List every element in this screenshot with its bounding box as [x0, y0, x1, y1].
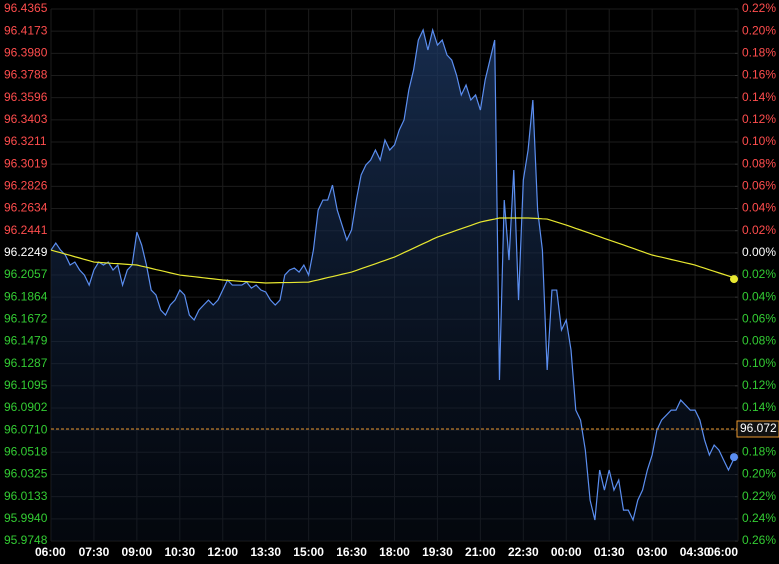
- y2-tick-label: 0.18%: [742, 445, 776, 459]
- line: [50, 27, 739, 522]
- y2-tick-label: 0.20%: [742, 23, 776, 37]
- y2-tick-label: 0.26%: [742, 533, 776, 547]
- y2-tick-label: 0.12%: [742, 378, 776, 392]
- y2-tick-label: 0.12%: [742, 112, 776, 126]
- y-tick-label: 96.0518: [4, 444, 48, 458]
- y-tick-label: 96.2249: [4, 245, 48, 259]
- x-tick-label: 16:30: [336, 545, 367, 559]
- x-tick-label: 15:00: [293, 545, 324, 559]
- end-dot: [730, 453, 738, 462]
- x-tick-label: 00:00: [551, 545, 582, 559]
- y-tick-label: 96.3019: [4, 156, 48, 170]
- y-tick-label: 96.2441: [4, 223, 48, 237]
- x-tick-label: 21:00: [465, 545, 496, 559]
- y2-tick-label: 0.14%: [742, 90, 776, 104]
- y2-tick-label: 0.02%: [742, 267, 776, 281]
- y2-tick-label: 0.20%: [742, 467, 776, 481]
- y2-tick-label: 0.04%: [742, 201, 776, 215]
- y2-tick-label: 0.16%: [742, 68, 776, 82]
- x-tick-label: 03:00: [637, 545, 668, 559]
- x-tick-label: 06:00: [35, 545, 66, 559]
- x-tick-label: 13:30: [250, 545, 281, 559]
- y2-tick-label: 0.08%: [742, 334, 776, 348]
- x-tick-label: 06:00: [707, 545, 738, 559]
- y2-tick-label: 0.10%: [742, 134, 776, 148]
- y-tick-label: 96.2634: [4, 201, 48, 215]
- y-tick-label: 96.1864: [4, 289, 48, 303]
- y-tick-label: 96.1095: [4, 378, 48, 392]
- y-tick-label: 96.3788: [4, 68, 48, 82]
- y-tick-label: 96.0325: [4, 467, 48, 481]
- y2-tick-label: 0.06%: [742, 179, 776, 193]
- y2-tick-label: 0.06%: [742, 312, 776, 326]
- y-tick-label: 96.0133: [4, 489, 48, 503]
- y-tick-label: 96.3596: [4, 90, 48, 104]
- y-tick-label: 96.4173: [4, 23, 48, 37]
- y-tick-label: 96.0902: [4, 400, 48, 414]
- y-tick-label: 96.1479: [4, 334, 48, 348]
- x-tick-label: 19:30: [422, 545, 453, 559]
- x-tick-label: 18:00: [379, 545, 410, 559]
- y-tick-label: 95.9748: [4, 533, 48, 547]
- area: [51, 29, 738, 541]
- y2-tick-label: 0.10%: [742, 356, 776, 370]
- x-tick-label: 04:30: [680, 545, 711, 559]
- y2-tick-label: 0.22%: [742, 1, 776, 15]
- x-tick-label: 07:30: [79, 545, 110, 559]
- line: [50, 217, 739, 284]
- price-tag-label: 96.072: [740, 421, 777, 435]
- y-tick-label: 96.3211: [4, 134, 47, 148]
- y-tick-label: 96.3403: [4, 112, 48, 126]
- x-tick-label: 01:30: [594, 545, 625, 559]
- y2-tick-label: 0.08%: [742, 156, 776, 170]
- y2-tick-label: 0.14%: [742, 400, 776, 414]
- y-tick-label: 96.2057: [4, 267, 48, 281]
- y-tick-label: 96.1287: [4, 356, 48, 370]
- y2-tick-label: 0.00%: [742, 245, 776, 259]
- x-tick-label: 12:00: [207, 545, 238, 559]
- y-tick-label: 96.1672: [4, 311, 48, 325]
- y-tick-label: 96.2826: [4, 179, 48, 193]
- y-tick-label: 96.0710: [4, 422, 48, 436]
- x-tick-label: 22:30: [508, 545, 539, 559]
- y-tick-label: 95.9940: [4, 511, 48, 525]
- y2-tick-label: 0.02%: [742, 223, 776, 237]
- x-tick-label: 10:30: [164, 545, 195, 559]
- price-tag: [736, 420, 779, 438]
- y2-tick-label: 0.22%: [742, 489, 776, 503]
- end-dot: [730, 275, 738, 284]
- y-tick-label: 96.3980: [4, 46, 48, 60]
- y2-tick-label: 0.04%: [742, 289, 776, 303]
- y2-tick-label: 0.18%: [742, 46, 776, 60]
- x-tick-label: 09:00: [122, 545, 153, 559]
- y-tick-label: 96.4365: [4, 1, 48, 15]
- y2-tick-label: 0.24%: [742, 511, 776, 525]
